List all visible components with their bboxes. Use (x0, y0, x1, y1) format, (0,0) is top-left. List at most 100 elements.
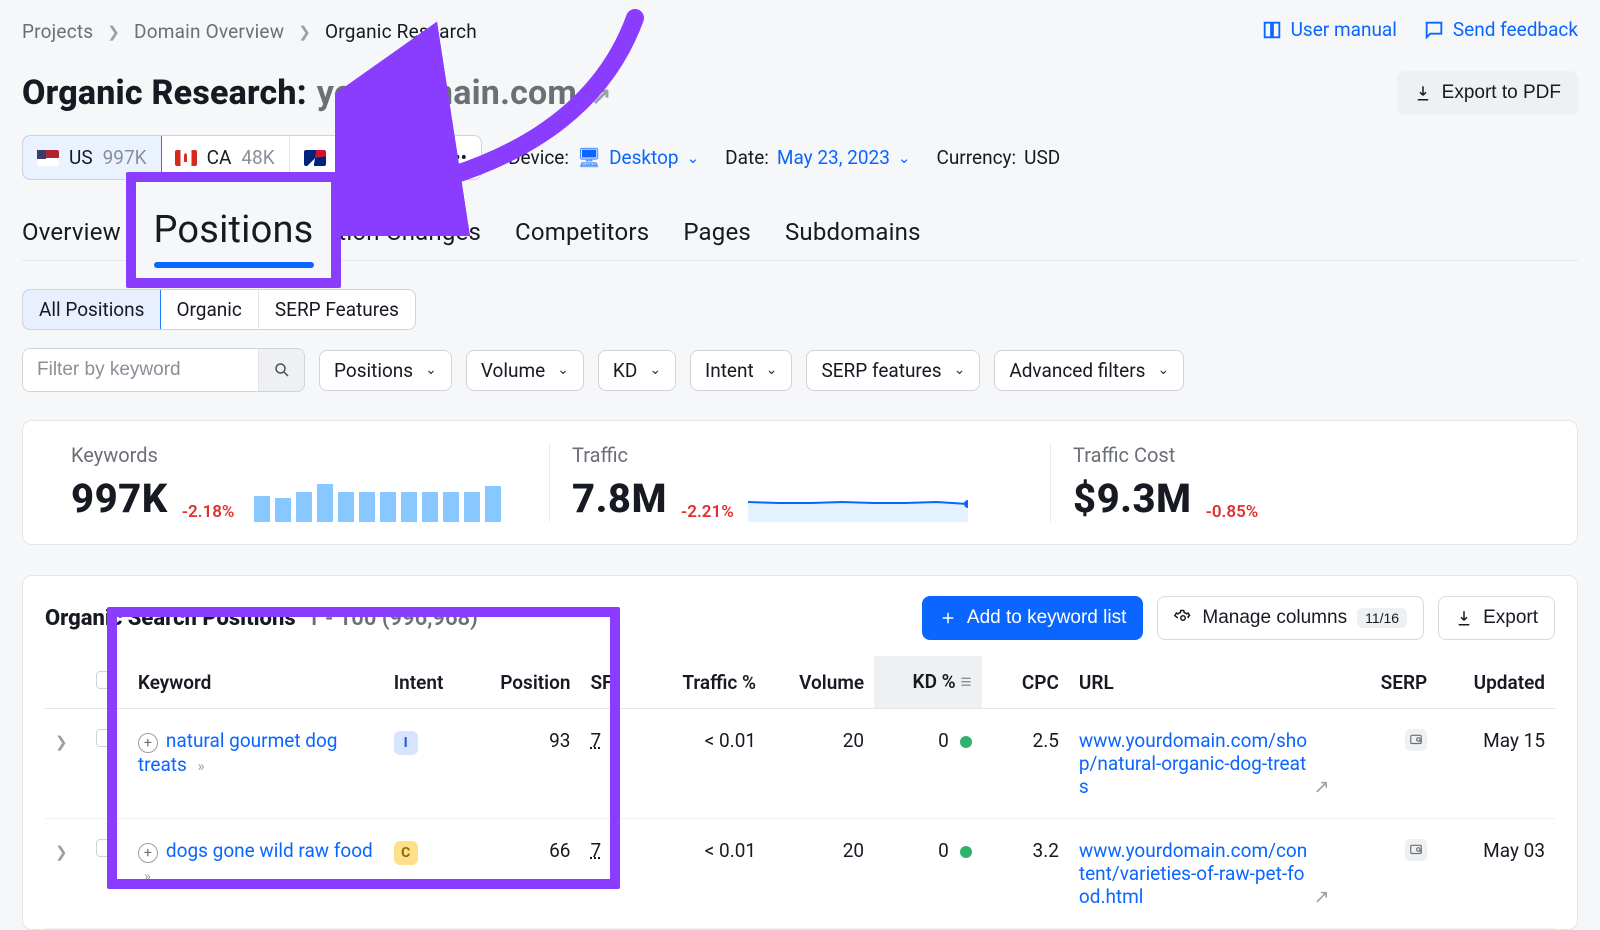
serp-preview-icon[interactable] (1405, 729, 1427, 751)
segment-serp-features[interactable]: SERP Features (259, 290, 415, 329)
country-ca-vol: 48K (241, 146, 274, 169)
th-keyword[interactable]: Keyword (128, 656, 384, 709)
tab-pages[interactable]: Pages (683, 218, 751, 246)
tab-subdomains[interactable]: Subdomains (785, 218, 921, 246)
export-pdf-label: Export to PDF (1442, 82, 1561, 104)
export-label: Export (1483, 607, 1538, 629)
device-label: Device: (508, 146, 569, 169)
serp-preview-icon[interactable] (1405, 839, 1427, 861)
filter-intent[interactable]: Intent⌄ (690, 350, 792, 391)
keyword-filter-input[interactable] (23, 349, 258, 391)
filter-advanced[interactable]: Advanced filters⌄ (994, 350, 1184, 391)
device-value[interactable]: Desktop (609, 146, 679, 169)
chevron-down-icon[interactable]: ⌄ (898, 149, 911, 167)
th-kd[interactable]: KD % ≡ (874, 656, 982, 709)
currency-value: USD (1024, 146, 1060, 169)
segment-all-positions[interactable]: All Positions (22, 289, 161, 330)
monitor-icon: 🖥 (577, 146, 601, 169)
chevron-right-icon: ❯ (107, 23, 120, 41)
stat-keywords-delta: -2.18% (182, 502, 235, 522)
flag-us-icon (37, 150, 59, 166)
cell-kd: 0 (874, 709, 982, 819)
stat-cost-label: Traffic Cost (1073, 443, 1529, 467)
export-pdf-button[interactable]: Export to PDF (1397, 71, 1578, 115)
add-keyword-icon[interactable]: + (138, 733, 158, 753)
stat-traffic-delta: -2.21% (681, 502, 734, 522)
country-more[interactable]: ••• (434, 136, 481, 179)
traffic-sparkline (748, 492, 968, 522)
th-serp[interactable]: SERP (1349, 656, 1437, 709)
url-link[interactable]: www.yourdomain.com/shop/natural-organic-… (1079, 729, 1309, 798)
user-manual-text: User manual (1291, 18, 1397, 41)
row-checkbox[interactable] (96, 839, 114, 857)
keyword-search-button[interactable] (258, 349, 304, 391)
segment-organic[interactable]: Organic (160, 290, 258, 329)
date-label: Date: (725, 146, 769, 169)
keyword-link[interactable]: natural gourmet dog treats » (138, 729, 338, 776)
country-uk-code: UK (336, 146, 360, 169)
filter-kd[interactable]: KD⌄ (598, 350, 676, 391)
keywords-bar-chart (254, 482, 501, 522)
external-link-icon[interactable]: ↗ (1314, 885, 1330, 908)
cell-traffic-pct: < 0.01 (639, 709, 766, 819)
tab-overview[interactable]: Overview (22, 218, 121, 246)
row-checkbox[interactable] (96, 729, 114, 747)
cell-volume: 20 (766, 819, 874, 929)
cell-traffic-pct: < 0.01 (639, 819, 766, 929)
expand-row-icon[interactable]: ❯ (55, 843, 68, 861)
th-sf[interactable]: SF (580, 656, 639, 709)
chevron-down-icon[interactable]: ⌄ (687, 149, 700, 167)
th-url[interactable]: URL (1069, 656, 1349, 709)
table-range: 1 - 100 (996,968) (307, 606, 478, 631)
date-value[interactable]: May 23, 2023 (777, 146, 890, 169)
stat-keywords-label: Keywords (71, 443, 527, 467)
th-updated[interactable]: Updated (1437, 656, 1555, 709)
th-traffic-pct[interactable]: Traffic % (639, 656, 766, 709)
cell-cpc: 3.2 (982, 819, 1069, 929)
add-to-keyword-list-button[interactable]: Add to keyword list (922, 596, 1143, 640)
manage-columns-button[interactable]: Manage columns 11/16 (1157, 596, 1424, 640)
th-cpc[interactable]: CPC (982, 656, 1069, 709)
add-to-keyword-list-label: Add to keyword list (967, 607, 1126, 629)
columns-count-chip: 11/16 (1357, 608, 1407, 628)
cell-kd: 0 (874, 819, 982, 929)
country-us-vol: 997K (103, 146, 147, 169)
kd-dot-icon (960, 846, 972, 858)
country-us-code: US (69, 146, 93, 169)
page-title: Organic Research: (22, 73, 307, 113)
highlight-positions-text: Positions (154, 208, 314, 252)
filter-volume[interactable]: Volume⌄ (466, 350, 584, 391)
country-ca-code: CA (207, 146, 232, 169)
cell-updated: May 03 (1437, 819, 1555, 929)
stat-keywords-value: 997K (71, 475, 168, 522)
highlight-positions-annotation: Positions (126, 172, 341, 288)
crumb-organic-research: Organic Research (325, 20, 477, 43)
cell-sf[interactable]: 7 (590, 839, 601, 862)
table-row: ❯+dogs gone wild raw food »C667< 0.01200… (45, 819, 1555, 929)
user-manual-link[interactable]: User manual (1261, 18, 1397, 41)
filter-serp-features[interactable]: SERP features⌄ (806, 350, 980, 391)
external-link-icon[interactable]: ↗ (1314, 775, 1330, 798)
th-intent[interactable]: Intent (384, 656, 472, 709)
page-title-domain[interactable]: yourdomain.com (317, 73, 577, 113)
tab-competitors[interactable]: Competitors (515, 218, 649, 246)
th-volume[interactable]: Volume (766, 656, 874, 709)
position-type-segment: All Positions Organic SERP Features (22, 289, 416, 330)
th-position[interactable]: Position (472, 656, 580, 709)
external-link-icon[interactable]: ↗ (591, 82, 611, 110)
intent-badge: C (394, 841, 418, 865)
stat-traffic-label: Traffic (572, 443, 1028, 467)
filter-positions[interactable]: Positions⌄ (319, 350, 452, 391)
send-feedback-link[interactable]: Send feedback (1423, 18, 1578, 41)
export-button[interactable]: Export (1438, 596, 1555, 640)
select-all-checkbox[interactable] (96, 671, 114, 689)
stat-cost-delta: -0.85% (1206, 502, 1259, 522)
cell-volume: 20 (766, 709, 874, 819)
cell-sf[interactable]: 7 (590, 729, 601, 752)
keyword-link[interactable]: dogs gone wild raw food » (138, 839, 373, 886)
add-keyword-icon[interactable]: + (138, 843, 158, 863)
keyword-filter (22, 348, 305, 392)
crumb-projects[interactable]: Projects (22, 20, 93, 43)
expand-row-icon[interactable]: ❯ (55, 733, 68, 751)
crumb-domain-overview[interactable]: Domain Overview (134, 20, 284, 43)
